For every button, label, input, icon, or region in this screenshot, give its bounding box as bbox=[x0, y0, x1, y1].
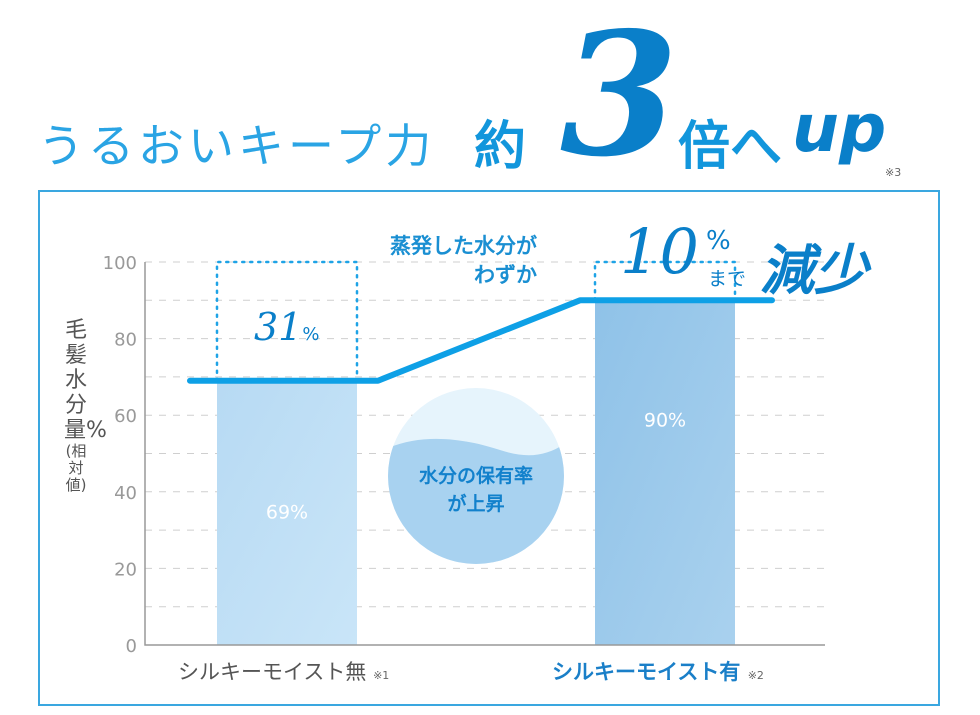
circle-water bbox=[388, 438, 564, 564]
chart-frame bbox=[38, 190, 940, 706]
bar-value-label: 90% bbox=[644, 410, 686, 432]
evaporation-reduce: 減少 bbox=[760, 239, 868, 302]
y-axis-label-sub: (相対値) bbox=[65, 442, 87, 494]
y-tick-label: 20 bbox=[114, 559, 137, 580]
x-category-label: シルキーモイスト無 bbox=[178, 660, 367, 684]
x-category-label: シルキーモイスト有 bbox=[552, 660, 741, 684]
x-category-1: シルキーモイスト無 ※1 bbox=[178, 656, 389, 686]
circle-text: 水分の保有率 が上昇 bbox=[388, 462, 564, 518]
x-category-note: ※1 bbox=[373, 669, 390, 682]
evaporation-line2: わずか bbox=[474, 263, 537, 287]
axis bbox=[144, 262, 825, 646]
y-tick-label: 60 bbox=[114, 406, 137, 427]
title-main: うるおいキープ力 bbox=[38, 119, 436, 173]
x-category-note: ※2 bbox=[747, 669, 764, 682]
difference-value: 31 bbox=[254, 305, 303, 349]
circle-line1: 水分の保有率 bbox=[418, 465, 533, 487]
title-number: 3 bbox=[560, 0, 679, 195]
y-axis-label: 毛髪水分量% (相対値) bbox=[64, 318, 107, 494]
y-tick-label: 80 bbox=[114, 330, 137, 351]
dotted-bracket bbox=[593, 260, 737, 302]
evaporation-value: 10 bbox=[620, 215, 699, 288]
y-tick-label: 0 bbox=[126, 636, 137, 657]
level-line bbox=[187, 297, 775, 384]
title-yaku: 約 bbox=[474, 117, 527, 177]
evaporation-text: 蒸発した水分が わずか bbox=[390, 232, 537, 290]
title-bai: 倍へ bbox=[678, 117, 783, 177]
y-axis-label-main: 毛髪水分量% bbox=[64, 318, 107, 443]
evaporation-made: まで bbox=[708, 268, 747, 290]
difference-unit: % bbox=[302, 324, 320, 345]
y-tick-label: 100 bbox=[103, 253, 137, 274]
title-up: up bbox=[792, 90, 887, 167]
evaporation-line1: 蒸発した水分が bbox=[390, 234, 537, 258]
bar-value-label: 69% bbox=[266, 502, 308, 524]
evaporation-unit: % bbox=[706, 226, 731, 256]
title-note: ※3 bbox=[885, 166, 902, 179]
x-category-2: シルキーモイスト有 ※2 bbox=[552, 656, 764, 686]
y-tick-label: 40 bbox=[114, 483, 137, 504]
bar bbox=[217, 380, 357, 645]
bar bbox=[595, 300, 735, 645]
circle-line2: が上昇 bbox=[447, 493, 505, 515]
difference-label: 31% bbox=[254, 305, 319, 349]
